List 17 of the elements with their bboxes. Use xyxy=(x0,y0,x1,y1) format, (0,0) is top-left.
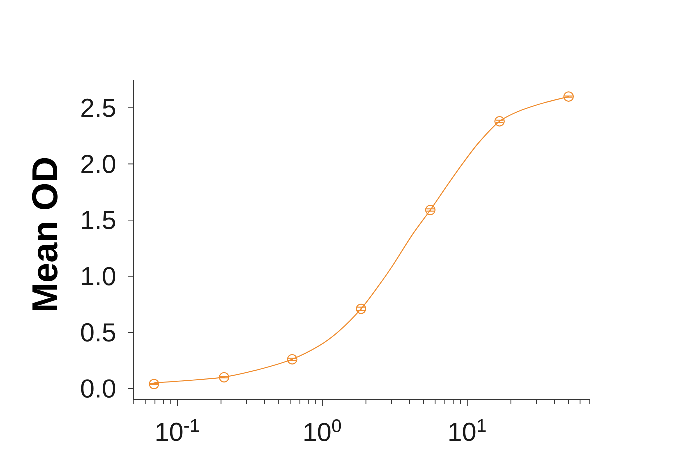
point xyxy=(494,116,505,127)
y-tick-label: 1.0 xyxy=(82,267,116,286)
y-tick-label: 2.5 xyxy=(82,98,116,118)
point xyxy=(356,304,366,314)
y-tick-label: 2.0 xyxy=(82,155,116,174)
x-tick-label: 10$^{0}$ xyxy=(304,420,342,442)
y-axis-title: Mean OD xyxy=(32,158,58,310)
y-tick-label: 1.5 xyxy=(82,211,116,230)
x-tick-label: 10$^{1}$ xyxy=(450,420,486,442)
point xyxy=(219,372,230,383)
y-tick-label: 0.5 xyxy=(81,323,116,342)
x-tick-label: 10$^{-1}$ xyxy=(156,420,200,442)
point xyxy=(149,379,160,390)
y-tick-label: 0.0 xyxy=(81,380,116,398)
point xyxy=(425,205,436,216)
point xyxy=(564,92,574,102)
point xyxy=(287,354,298,365)
